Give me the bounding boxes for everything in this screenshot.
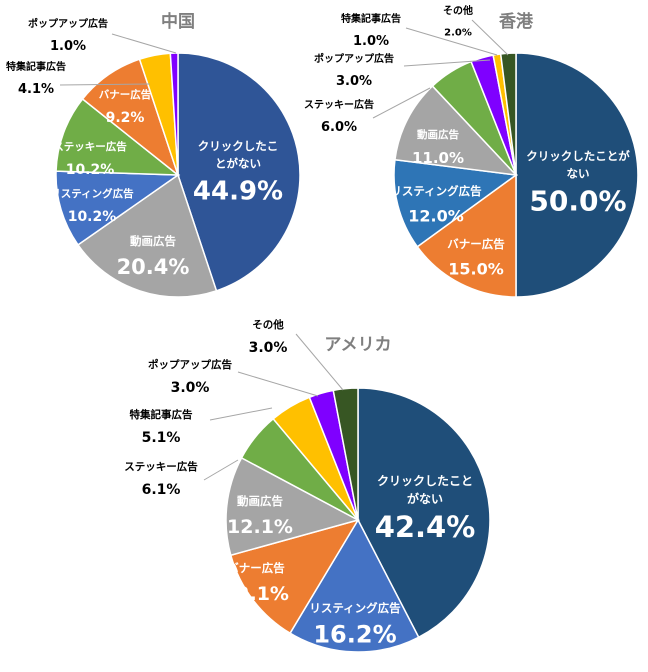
slice-name-label: 特集記事広告	[341, 12, 401, 25]
slice-name-label: バナー広告	[99, 88, 152, 101]
pie-slice	[55, 170, 181, 246]
slice-name-label: ポップアップ広告	[28, 17, 108, 30]
slice-name-label: リスティング広告	[390, 184, 482, 198]
slice-name-label: 動画広告	[130, 234, 176, 248]
slice-name-label: ない	[567, 167, 590, 181]
pie-slice	[177, 52, 301, 292]
pie-slice	[225, 456, 361, 557]
slice-name-label: 特集記事広告	[6, 60, 66, 73]
slice-name-label: がない	[407, 491, 443, 506]
slice-value-label: 12.1%	[227, 516, 293, 538]
slice-name-label: とがない	[215, 157, 261, 171]
slice-value-label: 1.0%	[353, 34, 389, 49]
slice-value-label: 3.0%	[249, 340, 288, 356]
leader-line	[203, 459, 239, 481]
pie-slice	[393, 158, 518, 248]
leader-line	[403, 59, 491, 67]
slice-name-label: 動画広告	[417, 128, 459, 141]
pie-slice	[499, 52, 517, 176]
slice-name-label: その他	[252, 318, 284, 331]
pie-slice	[416, 173, 517, 298]
slice-name-label: リスティング広告	[309, 601, 401, 615]
slice-name-label: ステッキー広告	[124, 460, 198, 473]
leader-line	[295, 333, 344, 391]
pie-slice	[55, 97, 181, 176]
slice-value-label: 3.0%	[171, 380, 210, 396]
slice-name-label: クリックしたこ	[198, 139, 279, 153]
pie-slice	[357, 387, 491, 639]
slice-value-label: 50.0%	[529, 184, 626, 217]
pie-slice	[76, 173, 218, 298]
slice-value-label: 5.1%	[142, 430, 181, 446]
pie-slice	[229, 518, 360, 635]
leader-line	[59, 83, 151, 86]
pie-slice	[332, 387, 359, 521]
slice-value-label: 44.9%	[193, 176, 283, 206]
pie-slice	[169, 52, 179, 176]
slice-value-label: 16.2%	[313, 621, 396, 649]
leader-line	[209, 407, 273, 421]
pie-slice	[289, 518, 420, 653]
slice-name-label: ポップアップ広告	[148, 358, 232, 371]
slice-name-label: バナー広告	[447, 237, 505, 251]
slice-value-label: 11.0%	[412, 149, 464, 167]
pie-slice	[394, 85, 518, 177]
slice-value-label: 20.4%	[117, 255, 190, 279]
slice-value-label: 2.0%	[444, 28, 472, 39]
leader-line	[471, 19, 509, 56]
slice-value-label: 4.1%	[18, 82, 54, 97]
leader-line	[372, 87, 431, 119]
slice-value-label: 6.0%	[321, 120, 357, 135]
leader-line	[111, 33, 177, 54]
slice-value-label: 10.2%	[66, 162, 115, 178]
slice-name-label: ステッキー広告	[304, 98, 374, 111]
slice-name-label: 特集記事広告	[130, 408, 193, 421]
chart-title: アメリカ	[324, 335, 391, 355]
slice-name-label: その他	[443, 4, 473, 17]
slice-value-label: 1.0%	[50, 39, 86, 54]
leader-line	[237, 371, 319, 397]
pie-slice	[515, 52, 639, 298]
slice-value-label: 3.0%	[336, 74, 372, 89]
slice-name-label: ステッキー広告	[53, 140, 127, 153]
slice-name-label: リスティング広告	[50, 187, 134, 200]
slice-value-label: 12.0%	[408, 206, 464, 225]
slice-value-label: 10.2%	[68, 209, 117, 225]
slice-value-label: 6.1%	[142, 482, 181, 498]
slice-value-label: 9.2%	[106, 110, 145, 126]
chart-title: 香港	[499, 11, 534, 32]
chart-title: 中国	[161, 11, 195, 32]
slice-name-label: ポップアップ広告	[314, 52, 394, 65]
slice-value-label: 15.0%	[448, 259, 504, 278]
slice-name-label: クリックしたことが	[526, 149, 630, 163]
slice-name-label: クリックしたこと	[377, 474, 473, 488]
slice-value-label: 42.4%	[375, 510, 476, 544]
slice-name-label: バナー広告	[227, 561, 285, 575]
leader-line	[405, 27, 498, 56]
slice-name-label: 動画広告	[237, 494, 283, 508]
slice-value-label: 12.1%	[223, 583, 289, 605]
